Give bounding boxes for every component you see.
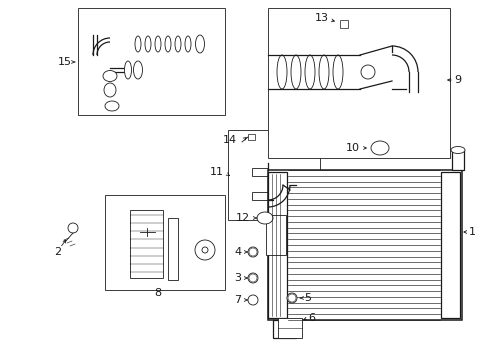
Ellipse shape xyxy=(145,36,151,52)
Bar xyxy=(267,8,449,158)
Ellipse shape xyxy=(105,101,119,111)
Text: 14: 14 xyxy=(223,135,237,145)
Ellipse shape xyxy=(184,36,191,52)
Text: 11: 11 xyxy=(209,167,224,177)
Bar xyxy=(451,150,463,170)
Bar xyxy=(440,172,459,318)
Circle shape xyxy=(68,223,78,233)
Text: 1: 1 xyxy=(468,227,474,237)
Bar xyxy=(78,8,224,115)
Ellipse shape xyxy=(247,295,258,305)
Text: 8: 8 xyxy=(154,288,161,298)
Ellipse shape xyxy=(135,36,141,52)
Text: 13: 13 xyxy=(314,13,328,23)
Ellipse shape xyxy=(450,147,464,153)
Text: 2: 2 xyxy=(54,247,61,257)
Text: 5: 5 xyxy=(304,293,311,303)
Text: 9: 9 xyxy=(453,75,461,85)
Text: 12: 12 xyxy=(235,213,249,223)
Ellipse shape xyxy=(124,61,131,79)
Bar xyxy=(247,134,254,140)
Text: 3: 3 xyxy=(234,273,241,283)
Ellipse shape xyxy=(133,61,142,79)
Bar xyxy=(265,215,285,255)
Text: 6: 6 xyxy=(308,313,315,323)
Ellipse shape xyxy=(103,71,117,81)
Ellipse shape xyxy=(290,55,301,89)
Bar xyxy=(130,210,163,278)
Text: 4: 4 xyxy=(234,247,241,257)
Ellipse shape xyxy=(370,141,388,155)
Ellipse shape xyxy=(305,55,314,89)
Ellipse shape xyxy=(286,293,296,303)
Bar xyxy=(227,130,319,220)
Circle shape xyxy=(360,65,374,79)
Bar xyxy=(339,20,347,28)
Circle shape xyxy=(248,248,257,256)
Ellipse shape xyxy=(164,36,171,52)
Ellipse shape xyxy=(318,55,328,89)
Text: 7: 7 xyxy=(234,295,241,305)
Text: 10: 10 xyxy=(346,143,359,153)
Ellipse shape xyxy=(257,212,272,224)
Bar xyxy=(251,168,267,176)
Ellipse shape xyxy=(276,55,286,89)
Circle shape xyxy=(195,240,215,260)
Bar xyxy=(267,172,286,318)
Ellipse shape xyxy=(175,36,181,52)
Bar xyxy=(272,320,295,338)
Ellipse shape xyxy=(195,35,204,53)
Bar xyxy=(278,318,302,338)
Text: 15: 15 xyxy=(58,57,72,67)
Bar xyxy=(267,170,461,320)
Ellipse shape xyxy=(247,247,258,257)
Ellipse shape xyxy=(332,55,342,89)
Bar xyxy=(105,195,224,290)
Ellipse shape xyxy=(155,36,161,52)
Bar xyxy=(251,192,267,200)
Circle shape xyxy=(202,247,207,253)
Bar xyxy=(168,218,178,280)
Circle shape xyxy=(248,274,257,282)
Ellipse shape xyxy=(247,273,258,283)
Circle shape xyxy=(287,294,295,302)
Ellipse shape xyxy=(104,83,116,97)
